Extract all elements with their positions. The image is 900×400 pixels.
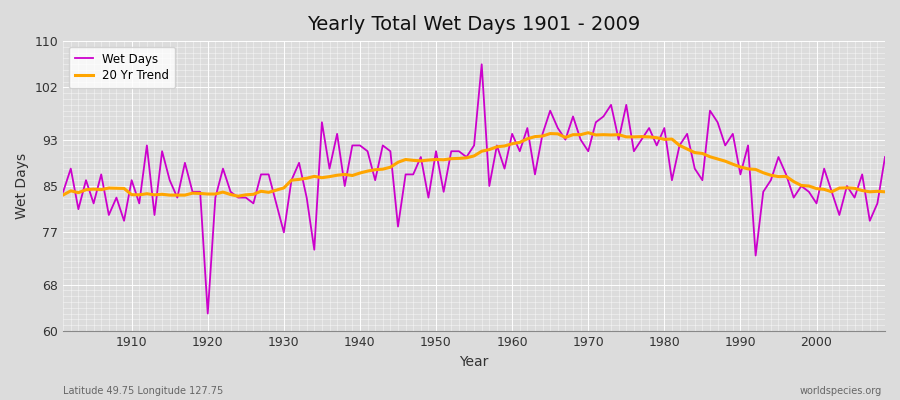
Wet Days — [613, 137, 624, 142]
Text: worldspecies.org: worldspecies.org — [800, 386, 882, 396]
20 Yr Trend — [339, 172, 350, 177]
20 Yr Trend — [119, 186, 130, 191]
20 Yr Trend — [583, 130, 594, 135]
Line: 20 Yr Trend: 20 Yr Trend — [63, 133, 885, 196]
Wet Days — [514, 149, 525, 154]
Y-axis label: Wet Days: Wet Days — [15, 153, 29, 219]
20 Yr Trend — [233, 194, 244, 199]
20 Yr Trend — [507, 141, 517, 146]
Wet Days — [202, 311, 213, 316]
Legend: Wet Days, 20 Yr Trend: Wet Days, 20 Yr Trend — [69, 47, 175, 88]
20 Yr Trend — [613, 132, 624, 137]
20 Yr Trend — [879, 189, 890, 194]
20 Yr Trend — [293, 177, 304, 182]
Wet Days — [476, 62, 487, 67]
Wet Days — [119, 218, 130, 223]
Text: Latitude 49.75 Longitude 127.75: Latitude 49.75 Longitude 127.75 — [63, 386, 223, 396]
20 Yr Trend — [58, 192, 68, 197]
Wet Days — [339, 184, 350, 188]
Wet Days — [879, 155, 890, 160]
Wet Days — [58, 189, 68, 194]
X-axis label: Year: Year — [459, 355, 489, 369]
20 Yr Trend — [514, 140, 525, 145]
Line: Wet Days: Wet Days — [63, 64, 885, 314]
Title: Yearly Total Wet Days 1901 - 2009: Yearly Total Wet Days 1901 - 2009 — [308, 15, 641, 34]
Wet Days — [293, 160, 304, 165]
Wet Days — [522, 126, 533, 130]
